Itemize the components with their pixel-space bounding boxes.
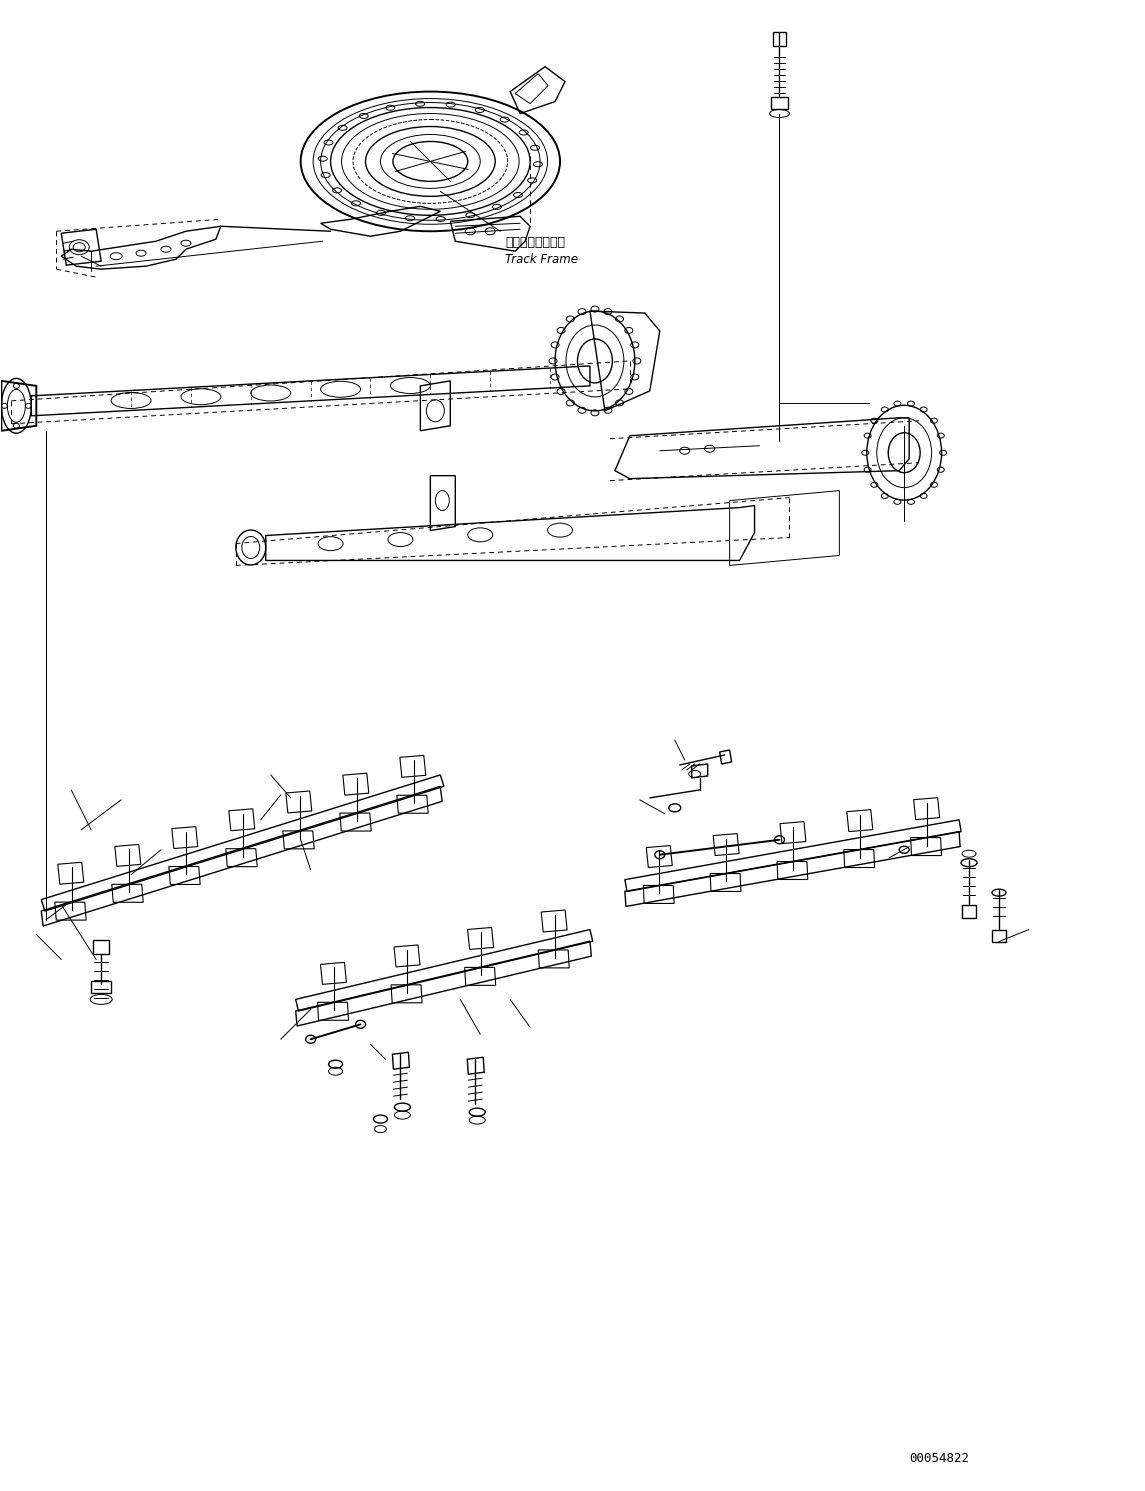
Text: トラックフレーム: トラックフレーム xyxy=(505,236,566,249)
Text: Track Frame: Track Frame xyxy=(505,253,578,267)
Text: 00054822: 00054822 xyxy=(909,1452,969,1464)
